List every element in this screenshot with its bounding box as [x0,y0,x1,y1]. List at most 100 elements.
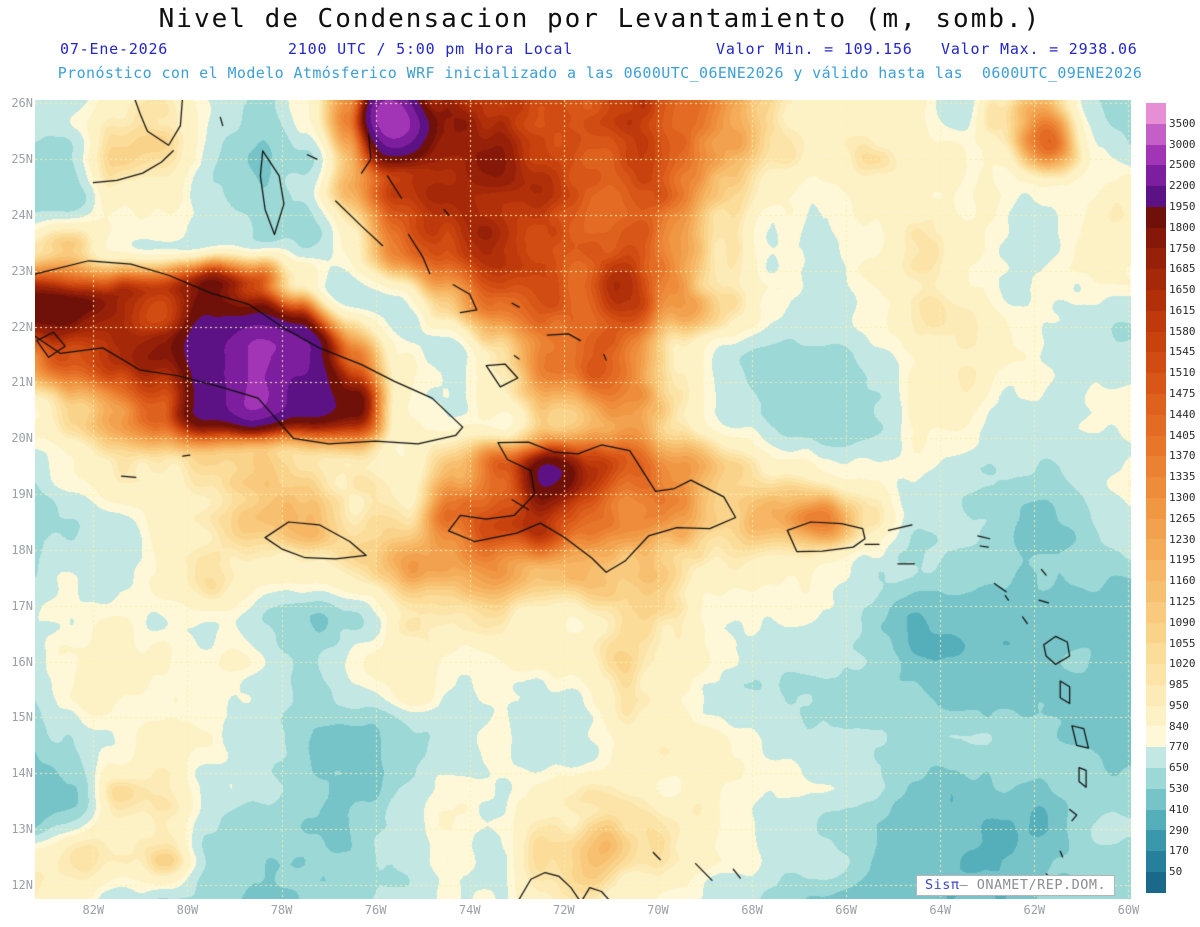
colorbar-tick-label: 1335 [1169,470,1196,484]
lat-tick-label: 16N [11,654,33,669]
colorbar-labels: 3500 3000 2500 2200 1950 1800 1750 1685 1650 1615… [1169,103,1199,893]
colorbar-segment [1146,830,1166,852]
colorbar-tick-label: 1265 [1169,511,1196,525]
colorbar-swatches [1146,103,1166,893]
colorbar-segment [1146,851,1166,872]
colorbar-segment [1146,539,1166,561]
lon-tick-label: 64W [929,903,952,917]
lon-tick-label: 72W [552,903,575,917]
lon-tick-label: 82W [82,903,105,917]
colorbar-segment [1146,518,1166,540]
forecast-date: 07-Ene-2026 [60,40,169,58]
colorbar-tick-label: 1685 [1169,262,1196,276]
lat-tick-label: 19N [11,487,33,502]
colorbar-tick-label: 2200 [1169,179,1196,193]
colorbar-tick-label: 1440 [1169,407,1196,421]
lon-tick-label: 80W [176,903,199,917]
lat-tick-label: 25N [11,152,33,167]
value-min-label: Valor Min. = 109.156 [716,40,913,58]
chart-title: Nivel de Condensacion por Levantamiento … [158,4,1042,34]
colorbar-segment [1146,414,1166,436]
lon-tick-label: 62W [1023,903,1046,917]
lon-tick-label: 60W [1117,903,1140,917]
lat-tick-label: 24N [11,207,33,222]
colorbar-segment [1146,103,1166,124]
lat-tick-label: 15N [11,710,33,725]
lat-tick-label: 20N [11,431,33,446]
colorbar-tick-label: 1510 [1169,366,1196,380]
colorbar-tick-label: 2500 [1169,158,1196,172]
colorbar-tick-label: 410 [1169,802,1189,816]
colorbar-tick-label: 1160 [1169,574,1196,588]
lat-tick-label: 22N [11,319,33,334]
colorbar-tick-label: 1475 [1169,387,1196,401]
colorbar-tick-label: 770 [1169,740,1189,754]
colorbar-tick-label: 950 [1169,698,1189,712]
lat-tick-label: 23N [11,263,33,278]
colorbar-segment [1146,705,1166,727]
colorbar-segment [1146,747,1166,768]
colorbar-segment [1146,393,1166,415]
lat-tick-label: 21N [11,375,33,390]
colorbar-segment [1146,684,1166,706]
lat-tick-label: 12N [11,877,33,892]
colorbar-segment [1146,456,1166,478]
colorbar-tick-label: 3500 [1169,116,1196,130]
colorbar-segment [1146,186,1166,207]
watermark: Sisπ– ONAMET/REP.DOM. [916,875,1116,896]
colorbar-tick-label: 290 [1169,823,1189,837]
colorbar-tick-label: 1090 [1169,615,1196,629]
lat-tick-label: 17N [11,598,33,613]
colorbar-segment [1146,788,1166,810]
colorbar-segment [1146,290,1166,311]
value-max-label: Valor Max. = 2938.06 [941,40,1138,58]
watermark-brand: Sisπ [925,877,960,893]
model-run-info: Pronóstico con el Modelo Atmósferico WRF… [57,64,1143,82]
colorbar-segment [1146,352,1166,374]
colorbar-tick-label: 50 [1169,865,1183,879]
colorbar-tick-label: 1750 [1169,241,1196,255]
colorbar-segment [1146,227,1166,249]
colorbar-tick-label: 1615 [1169,303,1196,317]
colorbar-segment [1146,331,1166,353]
lon-tick-label: 78W [270,903,293,917]
colorbar-tick-label: 650 [1169,761,1189,775]
colorbar-tick-label: 985 [1169,678,1189,692]
colorbar-segment [1146,165,1166,187]
colorbar-tick-label: 840 [1169,719,1189,733]
colorbar-segment [1146,269,1166,291]
colorbar-segment [1146,373,1166,394]
colorbar-tick-label: 1405 [1169,428,1196,442]
lat-tick-label: 13N [11,822,33,836]
colorbar-segment [1146,123,1166,145]
lat-tick-label: 26N [11,96,33,111]
forecast-valid-time: 2100 UTC / 5:00 pm Hora Local [288,40,574,58]
colorbar-segment [1146,477,1166,498]
colorbar-tick-label: 1230 [1169,532,1196,546]
colorbar-segment [1146,206,1166,228]
colorbar-tick-label: 1950 [1169,199,1196,213]
colorbar-tick-label: 1800 [1169,220,1196,234]
colorbar-tick-label: 1650 [1169,283,1196,297]
colorbar-tick-label: 170 [1169,844,1189,858]
colorbar-segment [1146,622,1166,644]
colorbar-tick-label: 1195 [1169,553,1196,567]
colorbar [1146,103,1166,893]
colorbar-segment [1146,435,1166,457]
colorbar-segment [1146,768,1166,789]
watermark-text: – ONAMET/REP.DOM. [959,877,1107,893]
colorbar-segment [1146,601,1166,623]
colorbar-tick-label: 1545 [1169,345,1196,359]
colorbar-segment [1146,497,1166,519]
colorbar-segment [1146,248,1166,270]
colorbar-tick-label: 530 [1169,782,1189,796]
colorbar-segment [1146,726,1166,748]
colorbar-tick-label: 1300 [1169,491,1196,504]
colorbar-segment [1146,664,1166,685]
colorbar-segment [1146,871,1166,893]
colorbar-tick-label: 1125 [1169,594,1196,608]
lon-tick-label: 76W [364,903,387,917]
colorbar-tick-label: 1370 [1169,449,1196,463]
colorbar-segment [1146,809,1166,831]
